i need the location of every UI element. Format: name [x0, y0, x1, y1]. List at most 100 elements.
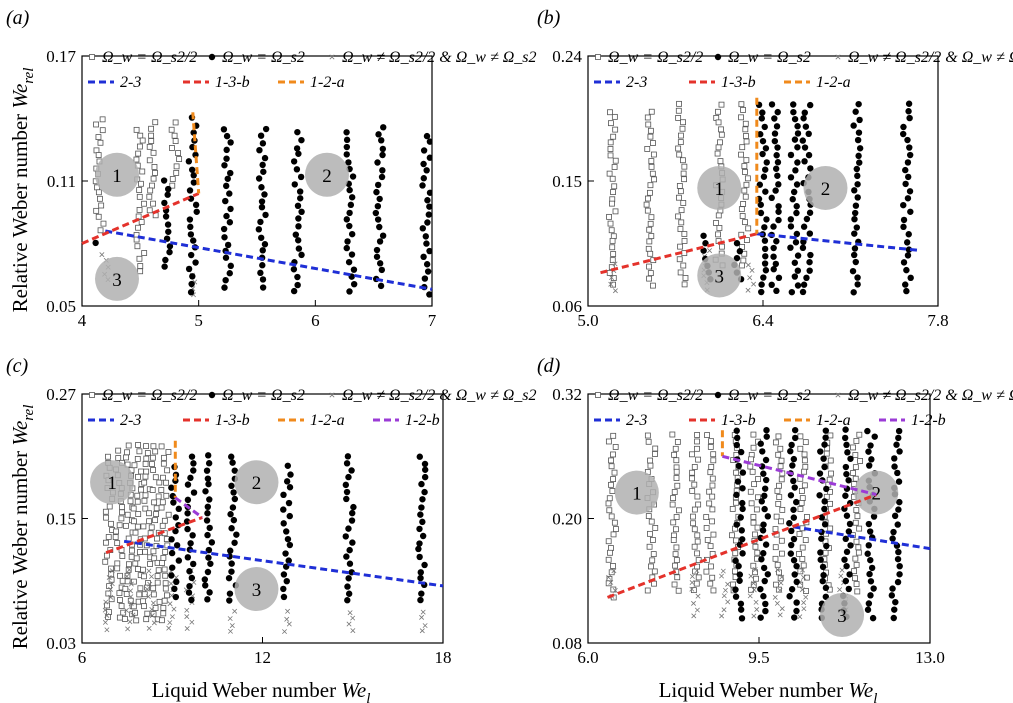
- dot-marker: [162, 256, 169, 264]
- square-marker: [105, 534, 112, 540]
- dot-marker: [164, 191, 171, 198]
- dot-marker: [775, 208, 782, 215]
- square-marker: [159, 499, 166, 506]
- square-marker: [823, 450, 830, 457]
- square-marker: [136, 206, 143, 213]
- dot-marker: [791, 273, 799, 280]
- dot-marker: [773, 152, 780, 159]
- dot-marker: [221, 162, 228, 169]
- square-marker: [850, 470, 856, 476]
- dot-marker: [350, 503, 357, 511]
- cross-marker: [227, 616, 233, 622]
- dot-marker: [190, 172, 197, 179]
- square-marker: [708, 563, 714, 570]
- square-marker: [163, 479, 169, 486]
- dot-marker: [823, 485, 830, 493]
- square-marker: [706, 500, 713, 507]
- dot-marker: [424, 197, 431, 204]
- square-marker: [776, 569, 782, 576]
- dot-marker: [770, 253, 777, 260]
- square-marker: [856, 431, 863, 438]
- cross-marker: [149, 613, 155, 618]
- cross-marker: [103, 599, 109, 605]
- square-marker: [149, 487, 156, 493]
- square-marker: [743, 138, 750, 145]
- cross-marker-b: [612, 288, 618, 294]
- square-marker: [150, 149, 157, 156]
- cross-marker: [725, 599, 731, 605]
- square-marker: [743, 181, 750, 188]
- square-marker: [738, 206, 745, 213]
- square-marker: [648, 563, 654, 570]
- legend-label: Ω_w = Ω_s2: [222, 387, 305, 404]
- dot-marker: [346, 546, 353, 554]
- square-marker: [797, 433, 804, 440]
- square-marker: [102, 558, 109, 565]
- dot-marker: [733, 254, 741, 262]
- cross-marker-b: [779, 606, 785, 612]
- cross-marker: [229, 623, 235, 629]
- cross-marker-b: [721, 607, 727, 613]
- dot-marker: [867, 556, 874, 564]
- square-marker: [160, 474, 166, 481]
- dot-marker: [733, 240, 741, 247]
- dot-marker: [290, 158, 298, 165]
- square-marker: [95, 213, 102, 220]
- legend-dot-marker: [208, 53, 216, 61]
- boundary-line-1-3-b: [606, 493, 877, 599]
- cross-marker: [99, 252, 105, 258]
- cross-marker: [109, 581, 115, 587]
- dot-marker: [420, 147, 428, 154]
- cross-marker-b: [167, 601, 173, 607]
- cross-marker-b: [752, 567, 758, 573]
- square-marker: [612, 444, 619, 450]
- y-tick-label: 0.15: [46, 510, 76, 529]
- dot-marker: [739, 469, 747, 476]
- legend-label: Ω_w ≠ Ω_s2/2 & Ω_w ≠ Ω_s2: [342, 387, 537, 404]
- legend-line-label: 1-2-a: [310, 412, 345, 429]
- dot-marker: [791, 426, 799, 434]
- square-marker: [691, 543, 698, 550]
- square-marker: [103, 514, 109, 521]
- dot-marker: [295, 245, 303, 252]
- square-marker: [750, 444, 757, 451]
- dot-marker: [259, 140, 267, 147]
- square-marker: [135, 213, 142, 220]
- square-marker: [673, 514, 680, 520]
- panel-label: (b): [537, 7, 561, 29]
- square-marker: [141, 573, 147, 580]
- dot-marker: [761, 123, 768, 131]
- square-marker: [679, 125, 686, 132]
- square-marker: [852, 475, 859, 482]
- dot-marker: [864, 550, 871, 557]
- dot-marker: [734, 478, 742, 485]
- cross-marker-b: [150, 600, 156, 606]
- square-marker: [164, 542, 171, 549]
- cross-marker: [689, 580, 695, 586]
- square-marker: [708, 463, 715, 470]
- cross-marker-b: [171, 606, 177, 612]
- dot-marker: [172, 514, 179, 521]
- dot-marker: [376, 260, 384, 267]
- dot-marker: [853, 224, 861, 231]
- dot-marker: [173, 578, 180, 586]
- dot-marker: [224, 241, 232, 249]
- cross-marker-b: [775, 567, 781, 573]
- dot-marker: [806, 267, 813, 274]
- cross-marker: [173, 575, 179, 580]
- dot-marker: [230, 489, 237, 496]
- plot-frame: [587, 55, 939, 307]
- square-marker: [827, 525, 834, 532]
- cross-marker: [777, 612, 783, 618]
- dot-marker: [733, 441, 740, 449]
- dot-marker: [790, 506, 797, 513]
- square-marker: [801, 482, 808, 489]
- dot-marker: [770, 223, 777, 230]
- cross-marker: [285, 608, 291, 614]
- dot-marker: [772, 165, 780, 172]
- dot-marker: [895, 548, 902, 556]
- dot-marker: [175, 557, 183, 564]
- square-marker: [141, 200, 147, 207]
- square-marker: [741, 163, 748, 170]
- square-marker: [140, 523, 147, 530]
